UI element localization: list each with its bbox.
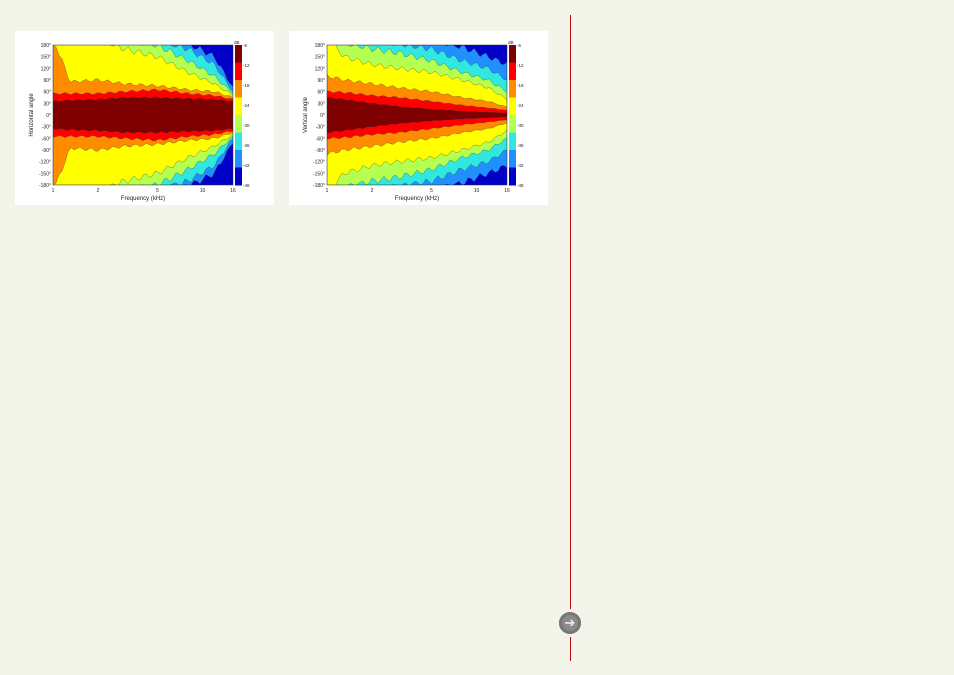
chart-svg: 180° 150° 120° 90° 60° 30° 0° -30° -60° -90° -120°…	[29, 40, 250, 202]
y-tick-label: -60°	[42, 136, 51, 142]
y-tick-label: 30°	[43, 101, 51, 107]
y-tick-label: -30°	[42, 125, 51, 131]
colorbar-segment	[235, 150, 242, 168]
colorbar-segment	[235, 80, 242, 98]
contour-level--6	[53, 96, 233, 134]
colorbar-tick-label: -6	[243, 43, 247, 48]
colorbar-tick-label: -36	[243, 143, 250, 148]
colorbar-tick-label: -36	[517, 143, 524, 148]
x-axis-label: Frequency (kHz)	[121, 196, 165, 202]
arrow-right-circle-icon: ➔	[564, 615, 576, 630]
plot-frame	[52, 44, 234, 186]
y-axis-label: Horizontal angle	[29, 93, 35, 137]
y-tick-label: -30°	[316, 125, 325, 131]
plot-frame	[326, 44, 508, 186]
y-tick-label: 0°	[320, 113, 325, 119]
y-axis-label: Vertical angle	[303, 96, 309, 133]
colorbar-segment	[509, 45, 516, 63]
y-tick-label: -180°	[39, 183, 51, 189]
colorbar-unit: dB	[508, 40, 514, 45]
vertical-directivity-chart: 180° 150° 120° 90° 60° 30° 0° -30° -60° -90° -120°…	[289, 31, 548, 205]
colorbar-tick-label: -48	[243, 183, 250, 188]
x-tick-label: 5	[430, 188, 433, 194]
y-tick-label: -120°	[39, 160, 51, 166]
colorbar-tick-label: -24	[243, 103, 250, 108]
colorbar-tick-label: -18	[243, 83, 250, 88]
y-tick-label: -90°	[316, 148, 325, 154]
colorbar-segment	[235, 132, 242, 151]
colorbar-unit: dB	[234, 40, 240, 45]
colorbar-segment	[235, 115, 242, 133]
colorbar-segment	[509, 62, 516, 81]
colorbar-tick-label: -12	[517, 63, 524, 68]
y-tick-label: -150°	[313, 171, 325, 177]
y-tick-label: 180°	[41, 43, 51, 49]
y-tick-label: 180°	[315, 43, 325, 49]
x-tick-label: 10	[200, 188, 206, 194]
chart-svg: 180° 150° 120° 90° 60° 30° 0° -30° -60° -90° -120°…	[303, 40, 524, 202]
colorbar-tick-label: -30	[517, 123, 524, 128]
colorbar-tick-label: -12	[243, 63, 250, 68]
y-tick-label: 120°	[315, 66, 325, 72]
x-tick-label: 5	[156, 188, 159, 194]
y-tick-label: 30°	[317, 101, 325, 107]
y-tick-label: -60°	[316, 136, 325, 142]
colorbar-segment	[509, 80, 516, 98]
divider-line	[570, 15, 571, 609]
horizontal-directivity-chart: 180° 150° 120° 90° 60° 30° 0° -30° -60° -90° -120°…	[15, 31, 274, 205]
colorbar-segment	[235, 97, 242, 116]
y-tick-label: -150°	[39, 171, 51, 177]
colorbar-segment	[509, 97, 516, 116]
y-tick-label: 0°	[46, 113, 51, 119]
x-axis-label: Frequency (kHz)	[395, 196, 439, 202]
y-tick-label: -90°	[42, 148, 51, 154]
x-tick-label: 16	[230, 188, 236, 194]
y-tick-label: 150°	[315, 55, 325, 61]
colorbar-tick-label: -24	[517, 103, 524, 108]
x-tick-label: 2	[97, 188, 100, 194]
colorbar-segment	[509, 115, 516, 133]
x-tick-label: 1	[52, 188, 55, 194]
colorbar-segment	[509, 150, 516, 168]
contour-group	[53, 45, 233, 185]
x-tick-label: 16	[504, 188, 510, 194]
colorbar-tick-label: -18	[517, 83, 524, 88]
x-tick-label: 2	[371, 188, 374, 194]
y-tick-label: 60°	[317, 90, 325, 96]
y-tick-label: 120°	[41, 66, 51, 72]
colorbar-tick-label: -30	[243, 123, 250, 128]
y-tick-label: -180°	[313, 183, 325, 189]
colorbar-segment	[509, 167, 516, 186]
colorbar-tick-label: -42	[517, 163, 524, 168]
colorbar-tick-label: -48	[517, 183, 524, 188]
x-tick-label: 10	[474, 188, 480, 194]
y-tick-label: 90°	[43, 78, 51, 84]
x-tick-label: 1	[326, 188, 329, 194]
colorbar-segment	[235, 167, 242, 186]
y-tick-label: 150°	[41, 55, 51, 61]
contour-group	[327, 45, 507, 185]
colorbar-segment	[235, 45, 242, 63]
next-page-button[interactable]: ➔	[559, 612, 581, 634]
colorbar-tick-label: -42	[243, 163, 250, 168]
colorbar-segment	[509, 132, 516, 151]
colorbar-tick-label: -6	[517, 43, 521, 48]
colorbar-segment	[235, 62, 242, 81]
contour-level--6	[327, 96, 507, 134]
divider-line	[570, 637, 571, 661]
y-tick-label: -120°	[313, 160, 325, 166]
y-tick-label: 60°	[43, 90, 51, 96]
y-tick-label: 90°	[317, 78, 325, 84]
